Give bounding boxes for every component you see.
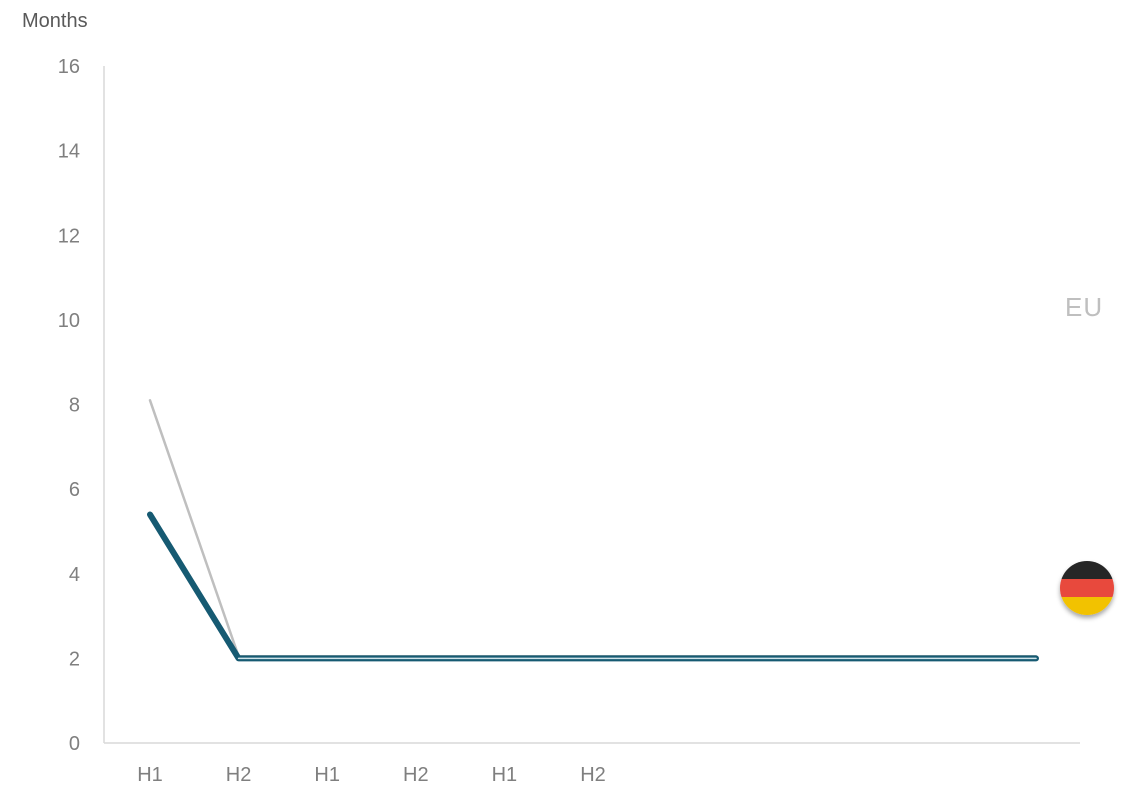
y-tick-label: 10	[58, 310, 80, 332]
x-tick-label: H2	[580, 764, 606, 786]
y-tick-label: 4	[69, 564, 80, 586]
flag-stripe-gold	[1060, 597, 1114, 615]
germany-flag-icon	[1060, 561, 1114, 615]
y-tick-label: 12	[58, 225, 80, 247]
x-tick-label: H1	[492, 764, 518, 786]
flag-stripe-red	[1060, 579, 1114, 597]
y-tick-label: 6	[69, 479, 80, 501]
y-tick-labels: 0 2 4 6 8 10 12 14 16	[58, 56, 80, 755]
y-tick-label: 16	[58, 56, 80, 78]
x-tick-label: H1	[137, 764, 163, 786]
x-tick-label: H2	[226, 764, 252, 786]
flag-stripe-black	[1060, 561, 1114, 579]
series-layer	[147, 399, 1039, 662]
x-tick-label: H2	[403, 764, 429, 786]
series-line-dark	[147, 511, 1039, 662]
y-tick-label: 0	[69, 733, 80, 755]
x-tick-label: H1	[314, 764, 340, 786]
y-axis: 0 2 4 6 8 10 12 14 16	[58, 56, 105, 755]
eu-label: EU	[1065, 292, 1103, 322]
x-tick-labels: H1 H2 H1 H2 H1 H2	[137, 764, 606, 786]
y-tick-label: 8	[69, 395, 80, 417]
y-axis-title: Months	[22, 10, 88, 32]
series-line-grey	[148, 399, 1038, 658]
y-tick-label: 2	[69, 648, 80, 670]
y-tick-label: 14	[58, 141, 80, 163]
x-axis: H1 H2 H1 H2 H1 H2	[104, 742, 1080, 786]
